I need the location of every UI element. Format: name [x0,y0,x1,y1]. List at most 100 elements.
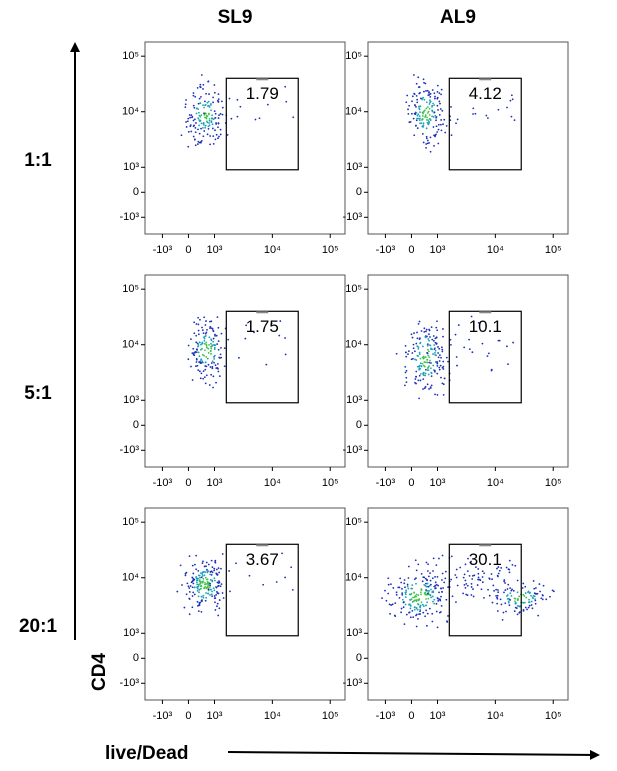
event-dot [203,376,206,378]
event-dot [500,603,503,606]
event-dot [204,112,207,115]
event-dot [195,581,198,584]
event-dot [428,361,431,364]
event-dot [199,318,201,321]
x-tick-label: 10⁵ [322,710,339,722]
event-dot [412,74,415,76]
gate-value: 30.1 [469,550,502,569]
event-dot [511,588,514,591]
event-dot [435,583,438,586]
event-dot [450,106,452,108]
event-dot [431,577,434,580]
x-tick-label: 10⁴ [487,477,504,489]
y-tick-label: 10⁴ [345,106,362,118]
event-dot [417,599,420,602]
event-dot [502,611,505,614]
event-dot [403,582,406,585]
event-dot [524,585,527,588]
event-dot [463,583,466,586]
event-dot [410,358,413,361]
event-dot [426,139,429,142]
event-dot [488,594,491,597]
event-dot [212,340,215,343]
event-dot [504,589,507,591]
event-dot [213,110,216,113]
y-tick-label: 10³ [123,394,139,406]
event-dot [429,579,432,582]
event-dot [466,570,469,573]
event-dot [385,599,388,602]
event-dot [407,353,409,355]
event-dot [436,364,439,367]
event-dot [436,372,439,375]
event-dot [219,357,221,359]
event-dot [188,591,191,593]
event-dot [429,584,431,587]
event-dot [426,592,429,595]
event-dot [418,320,421,323]
event-dot [412,343,415,346]
event-dot [424,577,427,580]
y-tick-label: -10³ [342,211,362,223]
event-dot [202,127,204,129]
event-dot [195,122,197,124]
event-dot [422,373,425,376]
x-axis-label: live/Dead [105,743,188,764]
event-dot [429,367,432,370]
event-dot [442,365,445,368]
event-dot [435,116,438,119]
event-dot [204,100,206,103]
event-dot [478,578,481,581]
event-dot [201,581,204,584]
event-dot [197,595,200,598]
event-dot [418,353,421,356]
gate-value: 1.75 [246,317,279,336]
event-dot [203,349,206,352]
event-dot [468,338,471,341]
event-dot [220,567,222,570]
event-dot [416,337,419,340]
event-dot [504,582,506,584]
event-dot [186,120,189,123]
event-dot [411,609,414,612]
event-dot [413,608,416,611]
event-dot [415,375,417,378]
event-dot [414,358,416,361]
event-dot [429,150,432,153]
event-dot [496,602,499,605]
event-dot [430,384,433,387]
event-dot [428,607,431,610]
event-dot [425,582,427,585]
event-dot [477,572,480,575]
event-dot [407,565,410,568]
event-dot [477,568,480,570]
event-dot [470,560,473,563]
event-dot [199,115,202,118]
event-dot [427,110,430,113]
event-dot [209,320,211,323]
event-dot [406,94,409,97]
event-dot [195,107,198,110]
event-dot [195,361,198,363]
y-tick-label: 0 [133,652,139,664]
event-dot [411,100,413,103]
event-dot [197,585,200,588]
y-tick-label: 10³ [123,627,139,639]
event-dot [418,397,420,400]
event-dot [214,579,216,582]
event-dot [406,583,409,586]
event-dot [408,104,411,107]
event-dot [206,121,209,124]
event-dot [217,614,220,617]
event-dot [509,592,512,595]
event-dot [209,366,212,368]
event-dot [412,117,415,120]
event-dot [218,571,221,574]
event-dot [213,567,216,570]
event-dot [512,341,514,344]
event-dot [432,126,435,128]
event-dot [235,562,237,565]
event-dot [213,348,216,351]
event-dot [432,102,434,105]
event-dot [454,333,457,336]
